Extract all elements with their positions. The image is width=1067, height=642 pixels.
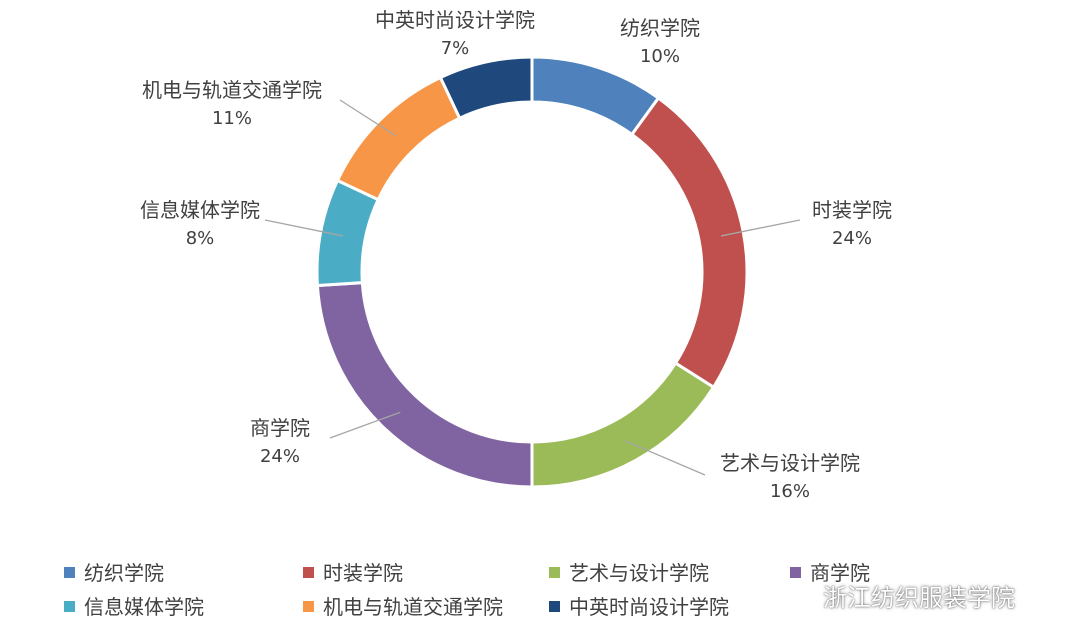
legend-swatch-7: [549, 601, 560, 612]
legend-swatch-4: [790, 567, 801, 578]
slice-value-2: 24%: [832, 228, 872, 249]
legend-swatch-2: [303, 567, 314, 578]
data-labels: 纺织学院 10% 时装学院 24% 艺术与设计学院 16% 商学院 24% 信息媒体学院 8% 机电…: [140, 8, 892, 502]
slice-label-6: 机电与轨道交通学院: [142, 78, 322, 102]
slice-value-1: 10%: [640, 46, 680, 67]
legend-swatch-3: [549, 567, 560, 578]
legend-label-4: 商学院: [810, 561, 870, 585]
slice-4: [315, 281, 534, 489]
slice-label-2: 时装学院: [812, 198, 892, 222]
slice-value-3: 16%: [770, 481, 810, 502]
leader-line-5: [264, 219, 344, 237]
slice-7: [438, 55, 534, 121]
legend-swatch-1: [64, 567, 75, 578]
legend-label-2: 时装学院: [323, 561, 403, 585]
slice-label-5: 信息媒体学院: [140, 198, 260, 222]
slice-label-4: 商学院: [250, 416, 310, 440]
slice-2: [629, 95, 749, 390]
watermark: 浙江纺织服装学院: [775, 578, 1015, 613]
legend-label-7: 中英时尚设计学院: [569, 595, 729, 619]
slice-3: [530, 361, 716, 489]
slice-value-5: 8%: [186, 228, 215, 249]
slice-value-7: 7%: [441, 38, 470, 59]
slice-label-3: 艺术与设计学院: [720, 451, 860, 475]
legend-swatch-6: [303, 601, 314, 612]
slice-6: [335, 75, 462, 202]
wechat-icon: [775, 580, 814, 612]
leader-line-6: [339, 99, 397, 137]
slice-value-6: 11%: [212, 108, 252, 129]
leader-line-2: [720, 219, 801, 237]
leader-lines: [264, 99, 801, 476]
legend-label-5: 信息媒体学院: [84, 595, 204, 619]
legend-swatch-5: [64, 601, 75, 612]
slice-value-4: 24%: [260, 446, 300, 467]
donut-slices: [315, 55, 749, 489]
watermark-text: 浙江纺织服装学院: [823, 584, 1015, 612]
leader-line-3: [624, 440, 706, 476]
legend-label-6: 机电与轨道交通学院: [323, 595, 503, 619]
slice-label-7: 中英时尚设计学院: [375, 8, 535, 32]
legend-label-3: 艺术与设计学院: [569, 561, 709, 585]
leader-line-4: [329, 411, 401, 439]
slice-label-1: 纺织学院: [620, 16, 700, 40]
legend-label-1: 纺织学院: [84, 561, 164, 585]
